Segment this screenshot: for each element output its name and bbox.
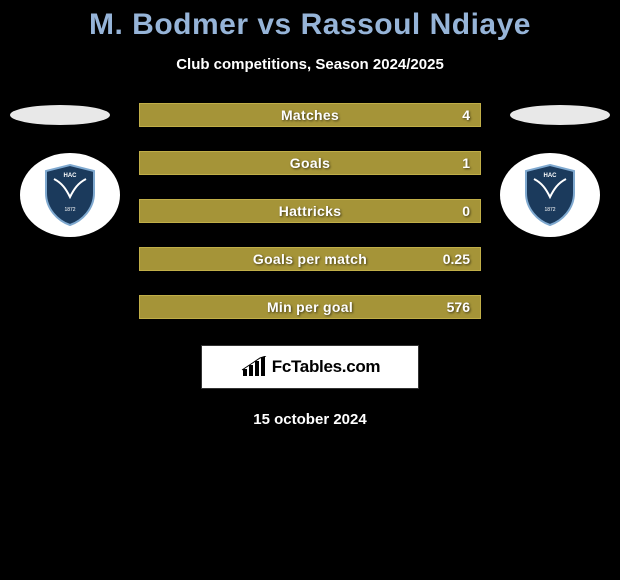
stat-label: Min per goal xyxy=(140,299,480,315)
stat-value: 1 xyxy=(462,155,470,171)
shield-icon: HAC 1872 xyxy=(42,163,98,227)
stat-label: Goals xyxy=(140,155,480,171)
date-label: 15 october 2024 xyxy=(0,411,620,428)
svg-text:HAC: HAC xyxy=(544,173,558,179)
stat-bar-matches: Matches 4 xyxy=(139,103,481,127)
stat-value: 576 xyxy=(447,299,470,315)
stat-bar-hattricks: Hattricks 0 xyxy=(139,199,481,223)
club-badge-right: HAC 1872 xyxy=(500,153,600,237)
bar-chart-icon xyxy=(240,356,268,378)
svg-text:1872: 1872 xyxy=(64,207,75,213)
stat-bar-goals: Goals 1 xyxy=(139,151,481,175)
svg-text:1872: 1872 xyxy=(544,207,555,213)
stat-label: Matches xyxy=(140,107,480,123)
stat-label: Hattricks xyxy=(140,203,480,219)
stats-area: HAC 1872 HAC 1872 Matches 4 Goals 1 Hatt xyxy=(0,103,620,428)
logo-text: FcTables.com xyxy=(272,357,381,377)
stat-value: 4 xyxy=(462,107,470,123)
stat-bar-min-per-goal: Min per goal 576 xyxy=(139,295,481,319)
comparison-card: M. Bodmer vs Rassoul Ndiaye Club competi… xyxy=(0,0,620,580)
stat-value: 0 xyxy=(462,203,470,219)
page-subtitle: Club competitions, Season 2024/2025 xyxy=(0,56,620,73)
svg-text:HAC: HAC xyxy=(64,173,78,179)
club-badge-left: HAC 1872 xyxy=(20,153,120,237)
stat-label: Goals per match xyxy=(140,251,480,267)
source-logo[interactable]: FcTables.com xyxy=(201,345,419,389)
stat-value: 0.25 xyxy=(443,251,470,267)
player-left-avatar-placeholder xyxy=(10,105,110,125)
player-right-avatar-placeholder xyxy=(510,105,610,125)
page-title: M. Bodmer vs Rassoul Ndiaye xyxy=(0,0,620,42)
shield-icon: HAC 1872 xyxy=(522,163,578,227)
stat-bar-goals-per-match: Goals per match 0.25 xyxy=(139,247,481,271)
stat-bars: Matches 4 Goals 1 Hattricks 0 Goals per … xyxy=(139,103,481,319)
